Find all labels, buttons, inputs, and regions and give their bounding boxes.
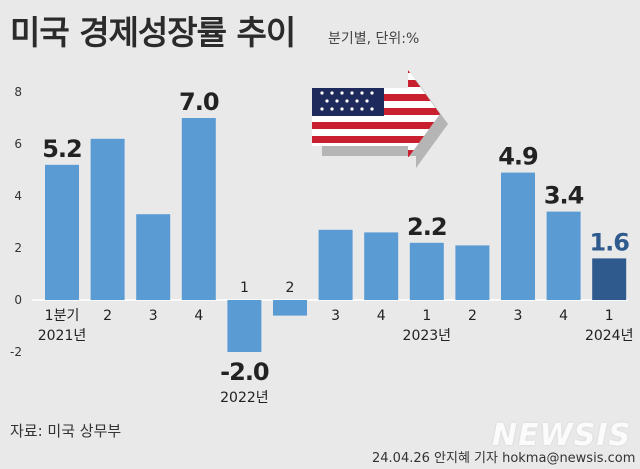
y-tick-label: -2	[10, 345, 22, 359]
bar	[546, 211, 581, 300]
data-label: 2.2	[407, 213, 447, 241]
bar	[318, 229, 353, 300]
bar	[227, 300, 262, 352]
x-tick-label: 2	[468, 308, 477, 324]
chart-title: 미국 경제성장률 추이	[10, 13, 296, 52]
x-tick-label: 4	[559, 308, 568, 324]
year-label: 2024년	[585, 328, 634, 344]
x-tick-label: 4	[194, 308, 203, 324]
y-tick-label: 2	[14, 241, 22, 255]
bar	[592, 258, 627, 300]
y-tick-label: 6	[14, 137, 22, 151]
x-tick-label: 3	[331, 308, 340, 324]
bar	[90, 138, 125, 300]
y-tick-label: 0	[14, 293, 22, 307]
data-label: 7.0	[179, 88, 219, 116]
y-tick-label: 8	[14, 85, 22, 99]
data-label: 3.4	[544, 182, 584, 210]
data-label: 5.2	[42, 135, 82, 163]
bar	[501, 172, 535, 300]
x-tick-label: 3	[514, 308, 523, 324]
newsis-watermark-logo: NEWSIS	[492, 418, 632, 453]
x-tick-label: 1	[422, 308, 431, 324]
year-label: 2021년	[38, 328, 87, 344]
us-flag-arrow-icon	[312, 70, 448, 168]
bar	[273, 300, 307, 316]
data-label: -2.0	[220, 358, 269, 386]
x-tick-label: 1	[240, 280, 249, 296]
bar	[181, 118, 216, 300]
data-label: 4.9	[498, 143, 538, 171]
y-tick-label: 4	[14, 189, 22, 203]
x-tick-label: 2	[286, 280, 295, 296]
bar	[364, 232, 399, 300]
x-tick-label: 3	[149, 308, 158, 324]
x-tick-label: 1분기	[45, 308, 80, 324]
year-label: 2023년	[403, 328, 452, 344]
source-note: 자료: 미국 상무부	[10, 422, 122, 440]
x-tick-label: 4	[377, 308, 386, 324]
chart-subtitle: 분기별, 단위:%	[328, 31, 420, 47]
bar	[45, 164, 79, 300]
credit-line: 24.04.26 안지혜 기자 hokma@newsis.com	[372, 451, 636, 466]
x-tick-label: 1	[605, 308, 614, 324]
data-label: 1.6	[589, 228, 629, 256]
bar	[409, 242, 444, 300]
bar	[136, 214, 171, 300]
x-tick-label: 2	[103, 308, 112, 324]
bar	[455, 245, 490, 300]
year-label: 2022년	[220, 390, 269, 406]
